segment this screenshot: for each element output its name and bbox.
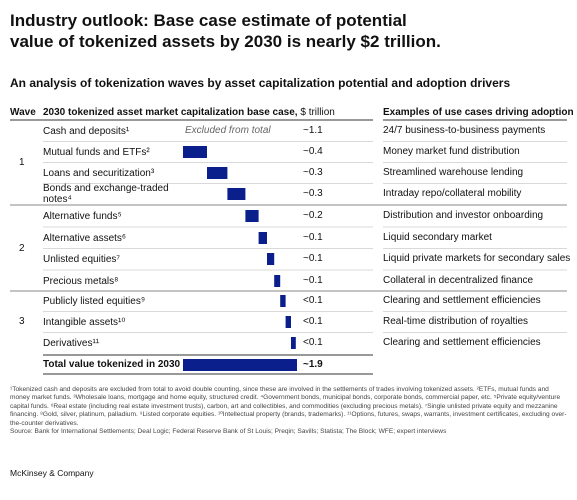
use-case: Intraday repo/collateral mobility	[383, 188, 522, 199]
value-label: <0.1	[303, 337, 323, 348]
category-label: Precious metals⁸	[43, 275, 119, 287]
bar	[227, 188, 246, 200]
bar	[245, 210, 259, 222]
brand: McKinsey & Company	[10, 468, 94, 478]
use-case: Clearing and settlement efficiencies	[383, 295, 541, 306]
source: Source: Bank for International Settlemen…	[10, 428, 447, 436]
value-label: ~0.2	[303, 210, 323, 221]
footnote: ⁶Real estate (including real estate inve…	[50, 402, 423, 410]
use-case: Streamlined warehouse lending	[383, 167, 524, 178]
use-case: Collateral in decentralized finance	[383, 275, 534, 286]
value-header: 2030 tokenized asset market capitalizati…	[43, 107, 335, 118]
bar	[285, 316, 291, 328]
bar	[274, 275, 281, 287]
footnote: ⁴Government bonds, municipal bonds, corp…	[260, 394, 492, 402]
total-label: Total value tokenized in 2030	[43, 359, 181, 370]
bar	[258, 232, 267, 244]
use-case: Liquid secondary market	[383, 232, 492, 243]
wave-header: Wave	[10, 107, 36, 118]
bar	[291, 337, 296, 349]
use-case: 24/7 business-to-business payments	[383, 125, 546, 136]
bar	[183, 146, 207, 158]
subtitle: An analysis of tokenization waves by ass…	[10, 76, 511, 90]
value-label: <0.1	[303, 316, 323, 327]
footnote: ³Wholesale loans, mortgage and home equi…	[73, 394, 259, 402]
footnote: ⁵Private equity/venture capital funds.	[10, 394, 561, 410]
excluded-note: Excluded from total	[185, 125, 271, 136]
category-label: Publicly listed equities⁹	[43, 295, 146, 307]
category-label: Alternative assets⁶	[43, 232, 127, 244]
use-case: Real-time distribution of royalties	[383, 316, 529, 327]
category-label: Bonds and exchange-traded notes⁴	[43, 183, 169, 205]
value-label: ~0.3	[303, 167, 323, 178]
category-label: Loans and securitization³	[43, 167, 155, 179]
value-label: ~0.1	[303, 232, 323, 243]
use-case: Money market fund distribution	[383, 146, 520, 157]
use-case: Liquid private markets for secondary sal…	[383, 253, 571, 264]
value-header-text: 2030 tokenized asset market capitalizati…	[43, 107, 298, 118]
total-value-label: ~1.9	[303, 359, 323, 370]
footnote: ²ETFs, mutual funds and money market fun…	[10, 386, 549, 402]
wave-label: 1	[19, 156, 25, 168]
value-label: ~0.4	[303, 146, 323, 157]
value-label: ~0.1	[303, 253, 323, 264]
value-label: ~1.1	[303, 125, 323, 136]
bar	[207, 167, 228, 179]
wave-label: 2	[19, 242, 25, 254]
bar	[267, 253, 275, 265]
category-label: Intangible assets¹⁰	[43, 316, 126, 328]
footnote: ⁷Single unlisted private equity and mezz…	[10, 402, 558, 419]
title: Industry outlook: Base case estimate of …	[10, 11, 441, 51]
category-label: Derivatives¹¹	[43, 337, 100, 349]
use-case: Distribution and investor onboarding	[383, 210, 544, 221]
footnote: ⁹Listed corporate equities.	[139, 411, 217, 419]
category-label: Alternative funds⁵	[43, 210, 122, 222]
value-label: ~0.3	[303, 188, 323, 199]
footnote: ¹Tokenized cash and deposits are exclude…	[10, 386, 475, 393]
footnote: ⁸Gold, silver, platinum, palladium.	[40, 411, 138, 419]
footnotes: ¹Tokenized cash and deposits are exclude…	[10, 386, 567, 436]
use-case-header: Examples of use cases driving adoption	[383, 107, 574, 118]
value-label: ~0.1	[303, 275, 323, 286]
category-label: Unlisted equities⁷	[43, 253, 120, 265]
use-case: Clearing and settlement efficiencies	[383, 337, 541, 348]
category-label: Mutual funds and ETFs²	[43, 146, 150, 158]
unit: $ trillion	[300, 107, 335, 118]
wave-label: 3	[19, 316, 25, 327]
category-label: Cash and deposits¹	[43, 125, 130, 137]
total-bar	[183, 359, 297, 371]
footnote: ¹¹Options, futures, swaps, warrants, inv…	[10, 411, 567, 427]
footnote: ¹⁰Intellectual property (brands, tradema…	[217, 411, 346, 419]
bar	[280, 295, 286, 307]
value-label: <0.1	[303, 295, 323, 306]
